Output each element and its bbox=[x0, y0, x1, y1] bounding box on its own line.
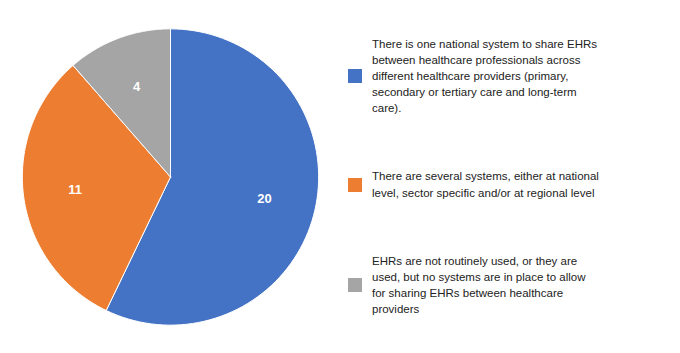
html-text:EHRs are not routinely used, o: EHRs are not routinely used, or they are… bbox=[372, 254, 586, 315]
svg-text:11: 11 bbox=[68, 182, 82, 197]
html-text:There are several systems, eit: There are several systems, either at nat… bbox=[372, 170, 599, 199]
svg-text:4: 4 bbox=[133, 79, 141, 94]
html-text:There is one national system t: There is one national system to share EH… bbox=[372, 38, 597, 115]
svg-text:20: 20 bbox=[257, 191, 271, 206]
